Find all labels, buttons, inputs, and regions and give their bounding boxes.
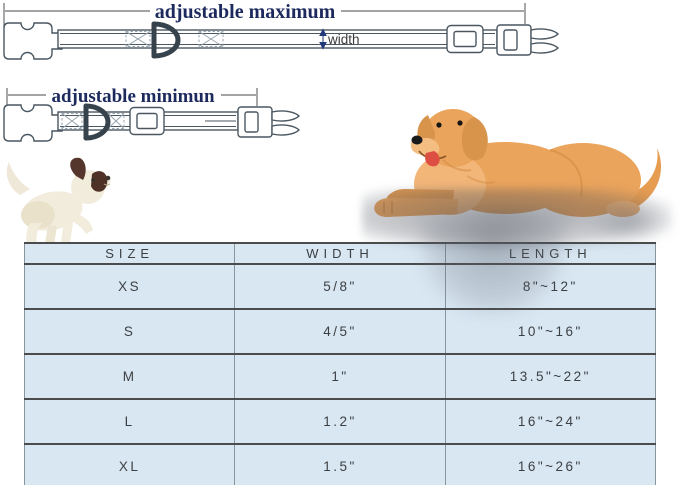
cell-length: 8"~12" <box>444 263 657 310</box>
cell-length: 10"~16" <box>444 308 657 355</box>
cell-size: S <box>23 308 236 355</box>
table-row-xl: XL 1.5" 16"~26" <box>23 443 657 485</box>
cell-width: 1.2" <box>234 398 446 445</box>
buckle-prong-top <box>271 110 300 122</box>
d-ring <box>83 103 111 141</box>
table-row-s: S 4/5" 10"~16" <box>23 308 657 355</box>
buckle-female <box>3 22 63 60</box>
width-arrow <box>319 28 327 50</box>
size-chart-table: SIZE WIDTH LENGTH XS 5/8" 8"~12" S 4/5" … <box>23 242 657 485</box>
max-dimension-line <box>3 3 526 27</box>
buckle-male <box>496 24 532 56</box>
dog-nose <box>411 135 423 145</box>
cell-size: XL <box>23 443 236 485</box>
buckle-female <box>3 104 63 142</box>
dog-tongue <box>425 151 440 167</box>
slider-triglide <box>129 106 165 136</box>
cell-length: 16"~24" <box>444 398 657 445</box>
column-header-length: LENGTH <box>444 242 657 265</box>
table-row-m: M 1" 13.5"~22" <box>23 353 657 400</box>
cell-size: M <box>23 353 236 400</box>
buckle-prong-bottom <box>271 124 300 136</box>
cell-width: 1.5" <box>234 443 446 485</box>
puppy-ear-back <box>70 157 86 180</box>
buckle-prong-bottom <box>530 42 559 54</box>
cell-size: L <box>23 398 236 445</box>
stitch-boxes <box>125 31 224 47</box>
buckle-male <box>237 106 273 138</box>
puppy-ear-front <box>91 171 108 192</box>
cell-width: 4/5" <box>234 308 446 355</box>
cell-length: 16"~26" <box>444 443 657 485</box>
column-header-width: WIDTH <box>234 242 446 265</box>
table-row-xs: XS 5/8" 8"~12" <box>23 263 657 310</box>
small-dog-illustration <box>6 157 111 247</box>
table-row-l: L 1.2" 16"~24" <box>23 398 657 445</box>
cell-width: 5/8" <box>234 263 446 310</box>
width-label: width <box>327 32 360 47</box>
cell-width: 1" <box>234 353 446 400</box>
max-collar-label: adjustable maximum <box>155 1 336 23</box>
large-dog-illustration <box>374 109 662 217</box>
dog-ear-near <box>461 117 488 161</box>
min-collar-diagram: adjustable minimun <box>3 86 300 142</box>
min-collar-label: adjustable minimun <box>51 86 215 107</box>
buckle-prong-top <box>530 28 559 40</box>
collar-strap <box>57 29 498 49</box>
slider-triglide <box>446 24 484 54</box>
d-ring <box>151 21 181 59</box>
table-header-row: SIZE WIDTH LENGTH <box>23 242 657 265</box>
cell-length: 13.5"~22" <box>444 353 657 400</box>
column-header-size: SIZE <box>23 242 236 265</box>
cell-size: XS <box>23 263 236 310</box>
max-collar-diagram: adjustable maximum width <box>3 1 559 60</box>
